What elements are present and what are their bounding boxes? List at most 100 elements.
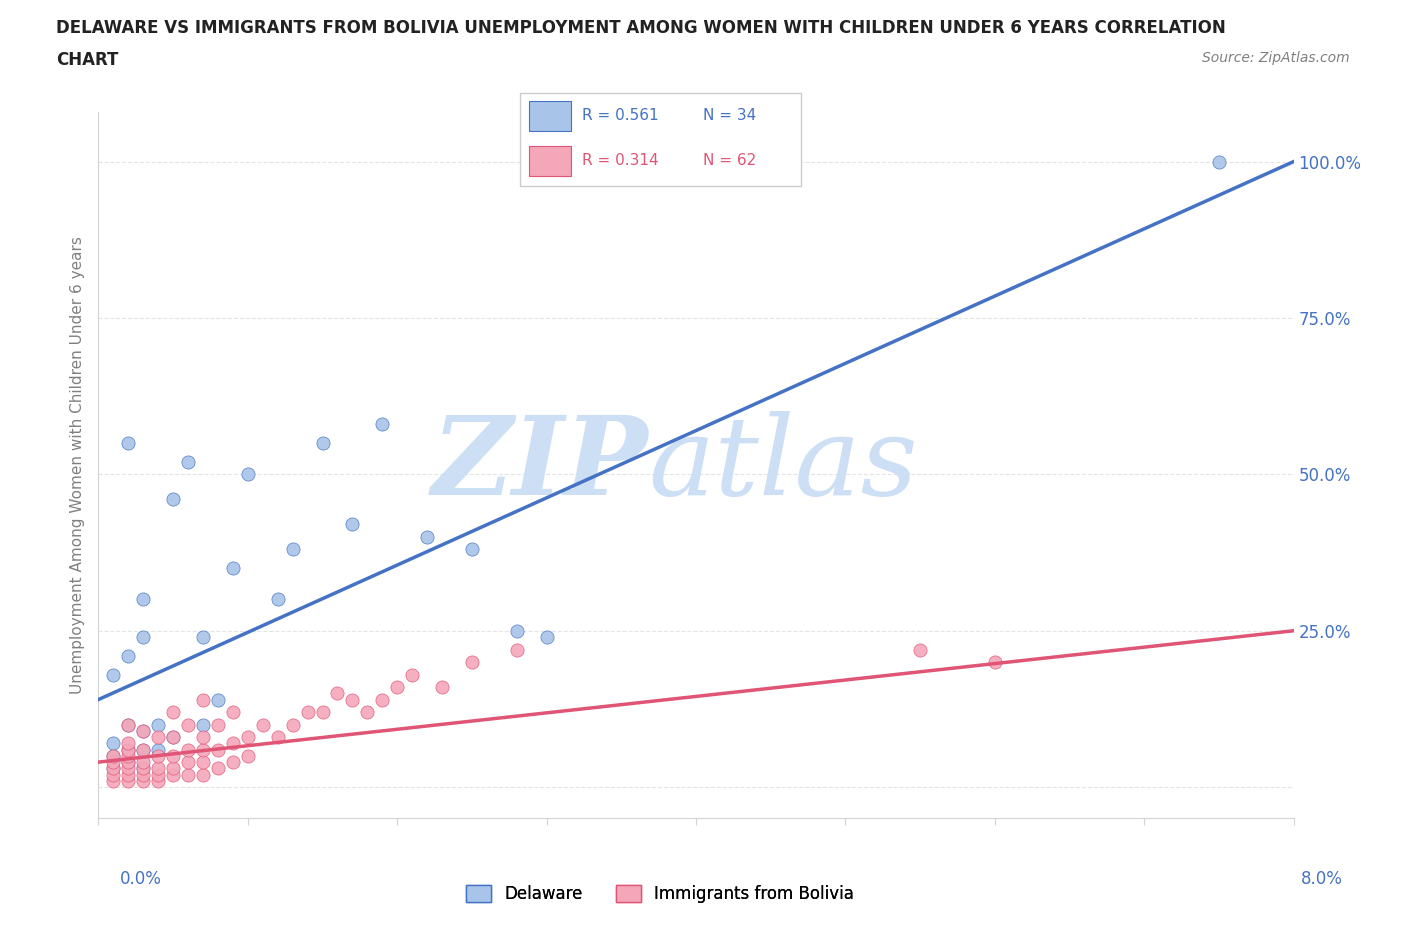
Point: [191, 767, 214, 782]
FancyBboxPatch shape: [529, 101, 571, 131]
FancyBboxPatch shape: [529, 146, 571, 176]
Point: [103, 761, 125, 776]
Point: [162, 492, 184, 507]
Point: [148, 730, 170, 745]
Point: [236, 730, 259, 745]
Point: [162, 705, 184, 720]
Point: [162, 730, 184, 745]
Point: [177, 754, 200, 769]
Point: [222, 754, 245, 769]
Point: [148, 761, 170, 776]
Point: [506, 642, 529, 657]
Point: [191, 717, 214, 732]
Point: [132, 754, 155, 769]
Point: [117, 761, 139, 776]
Point: [1208, 154, 1230, 169]
Point: [461, 655, 484, 670]
Legend: Delaware, Immigrants from Bolivia: Delaware, Immigrants from Bolivia: [458, 876, 862, 911]
Point: [222, 705, 245, 720]
Point: [148, 717, 170, 732]
Point: [236, 749, 259, 764]
Point: [908, 642, 931, 657]
Point: [148, 774, 170, 789]
Point: [326, 685, 349, 700]
Point: [117, 742, 139, 757]
Point: [191, 754, 214, 769]
Point: [281, 717, 304, 732]
Point: [162, 730, 184, 745]
Point: [984, 655, 1007, 670]
Text: N = 34: N = 34: [703, 108, 756, 124]
Point: [117, 767, 139, 782]
Point: [132, 761, 155, 776]
Point: [207, 692, 229, 707]
Point: [103, 774, 125, 789]
Text: Source: ZipAtlas.com: Source: ZipAtlas.com: [1202, 51, 1350, 65]
Text: R = 0.561: R = 0.561: [582, 108, 658, 124]
Point: [117, 754, 139, 769]
Point: [191, 730, 214, 745]
Point: [132, 742, 155, 757]
Point: [356, 705, 378, 720]
Point: [416, 529, 439, 544]
Point: [132, 761, 155, 776]
Point: [162, 767, 184, 782]
Point: [385, 680, 409, 695]
Point: [148, 749, 170, 764]
Text: R = 0.314: R = 0.314: [582, 153, 658, 168]
Point: [162, 761, 184, 776]
Point: [311, 705, 333, 720]
Point: [177, 767, 200, 782]
Point: [267, 730, 290, 745]
Point: [207, 742, 229, 757]
Point: [207, 717, 229, 732]
Point: [103, 736, 125, 751]
Point: [148, 767, 170, 782]
Point: [207, 761, 229, 776]
Point: [117, 742, 139, 757]
Point: [103, 761, 125, 776]
Point: [177, 717, 200, 732]
Point: [132, 724, 155, 738]
Point: [222, 561, 245, 576]
Point: [371, 692, 394, 707]
Text: CHART: CHART: [56, 51, 118, 69]
Point: [267, 592, 290, 607]
Point: [281, 542, 304, 557]
Point: [117, 717, 139, 732]
Point: [132, 724, 155, 738]
Point: [117, 435, 139, 450]
Y-axis label: Unemployment Among Women with Children Under 6 years: Unemployment Among Women with Children U…: [69, 236, 84, 694]
Point: [236, 467, 259, 482]
Point: [506, 623, 529, 638]
Point: [430, 680, 453, 695]
Point: [132, 592, 155, 607]
Point: [132, 630, 155, 644]
Point: [252, 717, 274, 732]
Text: DELAWARE VS IMMIGRANTS FROM BOLIVIA UNEMPLOYMENT AMONG WOMEN WITH CHILDREN UNDER: DELAWARE VS IMMIGRANTS FROM BOLIVIA UNEM…: [56, 19, 1226, 36]
Text: atlas: atlas: [648, 411, 918, 519]
Text: ZIP: ZIP: [432, 411, 648, 519]
Point: [177, 455, 200, 470]
Point: [401, 667, 423, 682]
Point: [311, 435, 333, 450]
Point: [117, 774, 139, 789]
Text: N = 62: N = 62: [703, 153, 756, 168]
Point: [297, 705, 319, 720]
Point: [117, 749, 139, 764]
Point: [103, 767, 125, 782]
Point: [342, 692, 364, 707]
Point: [191, 692, 214, 707]
Text: 8.0%: 8.0%: [1301, 870, 1343, 887]
FancyBboxPatch shape: [520, 93, 801, 186]
Point: [461, 542, 484, 557]
Point: [117, 754, 139, 769]
Point: [103, 667, 125, 682]
Point: [117, 717, 139, 732]
Point: [117, 648, 139, 663]
Point: [342, 517, 364, 532]
Point: [177, 742, 200, 757]
Point: [132, 774, 155, 789]
Point: [103, 749, 125, 764]
Point: [103, 754, 125, 769]
